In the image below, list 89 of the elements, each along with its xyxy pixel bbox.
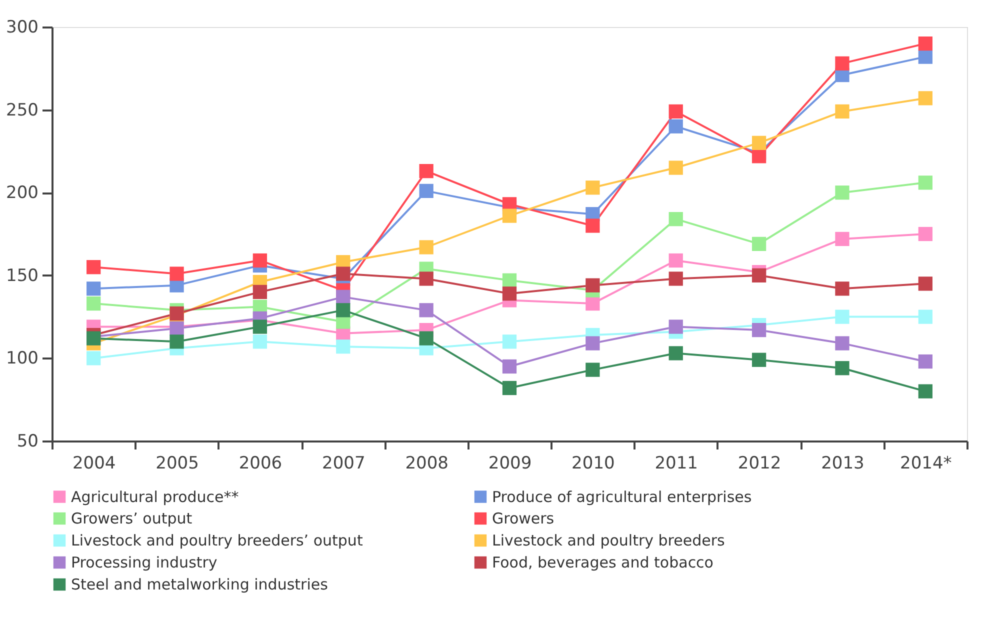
x-tick-label: 2014* [900,454,952,474]
point [835,104,850,119]
point [918,310,932,324]
point [586,180,600,195]
point [502,334,517,349]
point [668,119,683,134]
point [86,282,101,296]
point [586,278,600,292]
legend-label: Livestock and poultry breeders [492,532,725,550]
x-tick-label: 2012 [738,454,782,474]
legend-label: Livestock and poultry breeders’ output [71,532,363,550]
x-tick-label: 2007 [322,454,366,474]
point [668,346,683,360]
point [586,218,600,233]
legend-label: Steel and metalworking industries [71,576,328,594]
point [668,160,683,175]
point [502,286,517,301]
point [170,266,184,281]
y-tick-label: 200 [6,183,38,204]
legend-label: Agricultural produce** [71,488,240,506]
point [668,320,683,334]
point [835,336,850,350]
point [252,334,268,349]
point [918,226,932,242]
x-tick-label: 2005 [156,454,199,474]
point [502,380,517,396]
y-tick-label: 50 [16,432,38,452]
point [668,104,683,119]
point [419,331,434,346]
point [586,362,600,377]
point [252,253,268,268]
point [419,240,434,254]
y-tick-label: 300 [6,18,38,38]
point [668,272,683,286]
legend-label: Growers’ output [71,510,192,528]
point [918,36,932,51]
point [752,149,766,164]
point [752,236,766,252]
point [86,296,101,311]
legend-label: Processing industry [71,554,218,572]
point [918,176,932,190]
point [502,273,517,288]
point [502,359,517,374]
point [86,351,101,366]
point [502,208,517,223]
point [252,320,268,334]
point [918,384,932,398]
x-tick-label: 2006 [238,454,282,474]
point [752,136,766,150]
point [668,253,683,268]
point [336,340,350,354]
point [419,164,434,178]
point [835,56,850,71]
point [336,290,350,304]
point [586,336,600,350]
point [835,361,850,376]
point [835,310,850,324]
legend-label: Growers [492,510,554,528]
x-tick-label: 2013 [821,454,864,474]
point [419,272,434,286]
point [86,260,101,274]
y-tick-label: 150 [6,266,38,286]
point [252,284,268,300]
point [835,186,850,200]
point [336,303,350,318]
point [918,91,932,106]
y-tick-label: 250 [6,100,38,120]
y-tick-label: 100 [6,348,38,369]
point [419,303,434,318]
point [835,282,850,296]
point [752,322,766,338]
point [336,266,350,281]
legend-label: Food, beverages and tobacco [492,554,714,572]
point [586,296,600,311]
point [752,268,766,282]
point [170,334,184,349]
point [752,352,766,367]
x-tick-label: 2010 [572,454,615,474]
point [918,354,932,369]
x-tick-label: 2009 [488,454,532,474]
point [419,184,434,198]
legend-label: Produce of agricultural enterprises [492,488,752,506]
point [918,50,932,64]
x-tick-label: 2011 [654,454,698,474]
point [918,276,932,291]
x-tick-label: 2004 [72,454,116,474]
x-tick-label: 2008 [405,454,448,474]
point [835,232,850,246]
point [668,212,683,226]
